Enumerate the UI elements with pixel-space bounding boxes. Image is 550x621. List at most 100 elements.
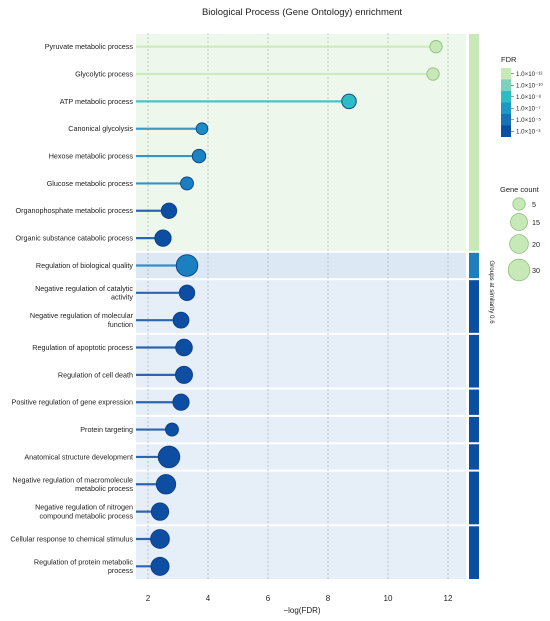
term-label: Negative regulation of catalytic activity	[35, 284, 133, 302]
gene-count-legend-title: Gene count	[500, 185, 540, 194]
gene-count-legend-circle	[509, 234, 529, 254]
term-label-line: Negative regulation of catalytic	[35, 284, 133, 293]
lollipop-dot	[150, 556, 170, 576]
term-label-line: function	[108, 320, 133, 329]
term-label-line: Regulation of cell death	[58, 370, 133, 379]
lollipop-dot	[165, 422, 179, 437]
term-label-line: activity	[111, 293, 133, 302]
lollipop-dot	[429, 40, 443, 54]
lollipop-dot	[172, 393, 190, 411]
gene-count-legend-circle	[512, 197, 526, 211]
x-tick-label: 8	[326, 594, 331, 603]
term-label: Cellular response to chemical stimulus	[10, 534, 133, 543]
lollipop-dot	[175, 338, 193, 357]
group-bar-segment	[469, 444, 479, 470]
term-label-line: Regulation of protein metabolic	[34, 557, 133, 566]
lollipop-dot	[172, 311, 190, 329]
lollipop-dot	[180, 176, 194, 191]
gene-count-legend-label: 5	[532, 200, 536, 209]
x-tick-label: 6	[266, 594, 271, 603]
lollipop-dot	[175, 365, 193, 384]
x-axis-label: −log(FDR)	[283, 606, 320, 615]
x-tick-label: 4	[206, 594, 211, 603]
chart-title: Biological Process (Gene Ontology) enric…	[202, 7, 402, 18]
term-label: Organophosphate metabolic process	[16, 206, 134, 215]
gene-count-legend-label: 30	[532, 266, 540, 275]
group-band	[136, 526, 466, 579]
term-label-line: Negative regulation of molecular	[30, 311, 134, 320]
term-label: Protein targeting	[80, 425, 133, 434]
term-label-line: metabolic process	[75, 484, 133, 493]
term-label-line: Pyruvate metabolic process	[45, 42, 134, 51]
group-bar-segment	[469, 389, 479, 415]
fdr-legend-label: 1.0×10⁻¹⁰	[516, 83, 543, 90]
term-labels: Pyruvate metabolic process Glycolytic pro…	[10, 42, 133, 575]
term-label: Negative regulation of molecular function	[30, 311, 134, 329]
gene-count-legend: Gene count 5 15 20 30	[500, 185, 540, 282]
term-label: Regulation of apoptotic process	[32, 343, 133, 352]
lollipop-dot	[150, 529, 170, 549]
term-label-line: Canonical glycolysis	[68, 124, 133, 133]
term-label: Negative regulation of nitrogen compound …	[35, 503, 133, 521]
gene-count-legend-label: 15	[532, 218, 540, 227]
term-label-line: Glycolytic process	[75, 69, 133, 78]
term-label-line: compound metabolic process	[40, 511, 134, 520]
term-label: Positive regulation of gene expression	[12, 398, 133, 407]
group-bar-segment	[469, 280, 479, 333]
lollipop-dot	[178, 284, 196, 301]
group-bar-segment	[469, 526, 479, 579]
group-band	[136, 389, 466, 415]
term-label: Glucose metabolic process	[47, 179, 134, 188]
lollipop-dot	[150, 502, 170, 521]
lollipop-dot	[175, 254, 199, 277]
fdr-legend-swatch	[501, 91, 511, 103]
group-bands	[136, 34, 466, 579]
term-label: Glycolytic process	[75, 69, 133, 78]
group-band	[136, 444, 466, 470]
group-bar	[469, 34, 479, 579]
term-label: Anatomical structure development	[24, 452, 133, 461]
lollipop-dot	[154, 229, 172, 247]
fdr-legend-swatch	[501, 68, 511, 80]
group-bar-segment	[469, 34, 479, 251]
fdr-legend-label: 1.0×10⁻³	[516, 129, 540, 136]
term-label-line: Glucose metabolic process	[47, 179, 134, 188]
group-bar-segment	[469, 416, 479, 443]
fdr-legend-swatch	[501, 125, 511, 137]
fdr-legend-label: 1.0×10⁻⁵	[516, 117, 541, 124]
lollipop-dot	[191, 148, 207, 164]
lollipop-dot	[426, 67, 440, 81]
term-label-line: Positive regulation of gene expression	[12, 398, 133, 407]
group-band	[136, 416, 466, 443]
group-bar-segment	[469, 471, 479, 525]
fdr-legend-label: 1.0×10⁻⁸	[516, 94, 541, 101]
fdr-legend-swatch	[501, 102, 511, 114]
group-bar-segment	[469, 334, 479, 388]
x-tick-label: 12	[444, 594, 453, 603]
term-label: ATP metabolic process	[60, 97, 134, 106]
term-label-line: Organophosphate metabolic process	[16, 206, 134, 215]
lollipop-dot	[195, 122, 209, 136]
gene-count-legend-circle	[510, 213, 528, 231]
term-label-line: Cellular response to chemical stimulus	[10, 534, 133, 543]
lollipop-dot	[157, 445, 181, 469]
term-label-line: Regulation of apoptotic process	[32, 343, 133, 352]
term-label: Canonical glycolysis	[68, 124, 133, 133]
group-band	[136, 34, 466, 251]
fdr-legend-title: FDR	[501, 55, 517, 64]
term-label: Pyruvate metabolic process	[45, 42, 134, 51]
term-label: Regulation of protein metabolic process	[34, 557, 133, 575]
term-label-line: Protein targeting	[80, 425, 133, 434]
fdr-legend: FDR 1.0×10⁻¹² 1.0×10⁻¹⁰ 1.0×10⁻⁸ 1.0×10⁻⁷ 1.…	[501, 55, 543, 137]
x-tick-labels: 2 4 6 8 10 12	[146, 594, 453, 603]
term-label-line: Negative regulation of macromolecule	[12, 475, 133, 484]
gene-count-legend-label: 20	[532, 240, 540, 249]
fdr-legend-swatch	[501, 79, 511, 91]
term-label-line: Regulation of biological quality	[36, 261, 134, 270]
group-axis-label: Groups at similarity 0.6	[488, 260, 495, 324]
term-label-line: ATP metabolic process	[60, 97, 134, 106]
term-label: Hexose metabolic process	[49, 151, 134, 160]
term-label-line: Hexose metabolic process	[49, 151, 134, 160]
fdr-legend-label: 1.0×10⁻¹²	[516, 71, 542, 78]
